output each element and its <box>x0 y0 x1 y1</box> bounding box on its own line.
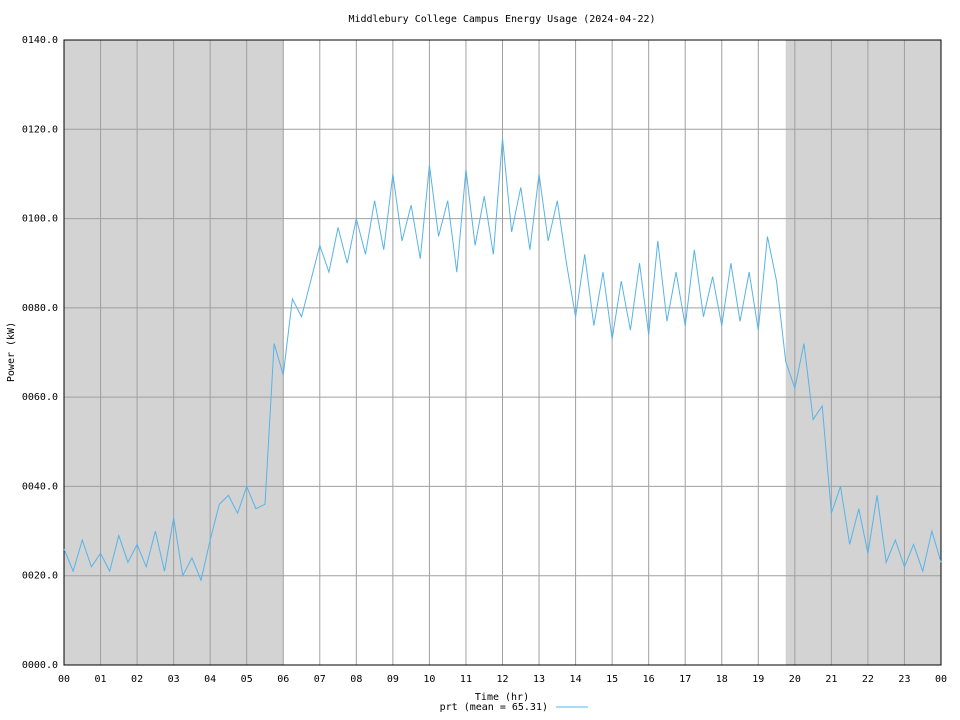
y-tick-label: 0020.0 <box>22 571 58 582</box>
x-tick-label: 23 <box>898 674 910 685</box>
y-tick-label: 0000.0 <box>22 660 58 671</box>
y-tick-label: 0140.0 <box>22 35 58 46</box>
x-tick-label: 08 <box>350 674 362 685</box>
x-tick-label: 07 <box>314 674 326 685</box>
x-tick-label: 13 <box>533 674 545 685</box>
x-tick-label: 10 <box>423 674 435 685</box>
x-tick-label: 16 <box>643 674 655 685</box>
x-tick-label: 03 <box>168 674 180 685</box>
plot-frame <box>63 39 942 666</box>
y-tick-label: 0100.0 <box>22 214 58 225</box>
y-tick-label: 0060.0 <box>22 392 58 403</box>
data-line <box>63 138 942 582</box>
y-tick-label: 0040.0 <box>22 481 58 492</box>
x-tick-label: 17 <box>679 674 691 685</box>
x-tick-label: 09 <box>387 674 399 685</box>
y-tick-label: 0120.0 <box>22 124 58 135</box>
x-tick-label: 00 <box>58 674 70 685</box>
y-axis-label: Power (kW) <box>6 322 17 382</box>
night-band <box>785 40 941 665</box>
x-tick-label: 20 <box>789 674 801 685</box>
x-tick-label: 21 <box>825 674 837 685</box>
x-tick-label: 01 <box>95 674 107 685</box>
x-tick-label: 12 <box>496 674 508 685</box>
x-tick-label: 11 <box>460 674 472 685</box>
x-tick-label: 02 <box>131 674 143 685</box>
x-tick-label: 14 <box>570 674 582 685</box>
x-tick-label: 18 <box>716 674 728 685</box>
x-tick-label: 05 <box>241 674 253 685</box>
x-tick-label: 06 <box>277 674 289 685</box>
x-axis-label: Time (hr) <box>475 692 529 703</box>
x-tick-label: 00 <box>935 674 947 685</box>
legend-label: prt (mean = 65.31) <box>440 702 548 713</box>
x-tick-label: 22 <box>862 674 874 685</box>
y-tick-label: 0080.0 <box>22 303 58 314</box>
x-tick-label: 15 <box>606 674 618 685</box>
x-tick-label: 04 <box>204 674 216 685</box>
chart-title: Middlebury College Campus Energy Usage (… <box>348 14 655 25</box>
x-tick-label: 19 <box>752 674 764 685</box>
